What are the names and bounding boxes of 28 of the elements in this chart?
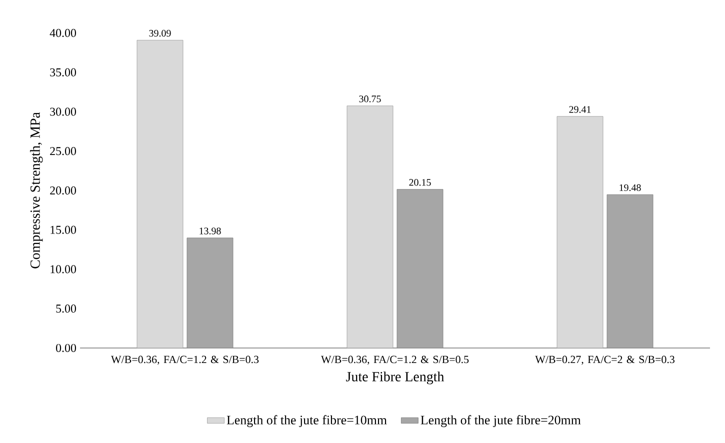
y-tick-label: 10.00 [50, 265, 76, 274]
y-tick-label: 15.00 [50, 226, 76, 234]
legend-label: Length of the jute fibre=10mm [226, 415, 387, 428]
legend-label: Length of the jute fibre=20mm [420, 415, 581, 428]
y-tick-label: 5.00 [56, 304, 76, 313]
bar [606, 194, 654, 348]
data-label: 29.41 [569, 106, 591, 113]
x-tick-label: W/B=0.27, FA/C=2 & S/B=0.3 [535, 356, 674, 365]
x-tick-label: W/B=0.36, FA/C=1.2 & S/B=0.3 [111, 356, 259, 365]
data-label: 30.75 [359, 96, 381, 102]
bar [396, 189, 444, 348]
y-tick-label: 35.00 [50, 68, 76, 76]
bar [186, 238, 234, 348]
data-label: 39.09 [149, 30, 171, 37]
y-tick-label: 30.00 [50, 108, 76, 116]
y-tick-label: 40.00 [50, 28, 76, 38]
bar [556, 116, 604, 348]
x-axis-title: Jute Fibre Length [346, 372, 444, 384]
x-tick-label: W/B=0.36, FA/C=1.2 & S/B=0.5 [321, 356, 469, 365]
data-label: 20.15 [409, 179, 431, 186]
data-label: 19.48 [620, 184, 641, 192]
y-tick-label: 0.00 [56, 344, 76, 352]
y-axis-title: Compressive Strength, MPa [30, 112, 43, 268]
y-tick-label: 20.00 [50, 186, 76, 195]
data-label: 13.98 [200, 228, 221, 234]
bar [136, 40, 184, 348]
bar [346, 106, 394, 348]
y-tick-label: 25.00 [50, 147, 76, 156]
